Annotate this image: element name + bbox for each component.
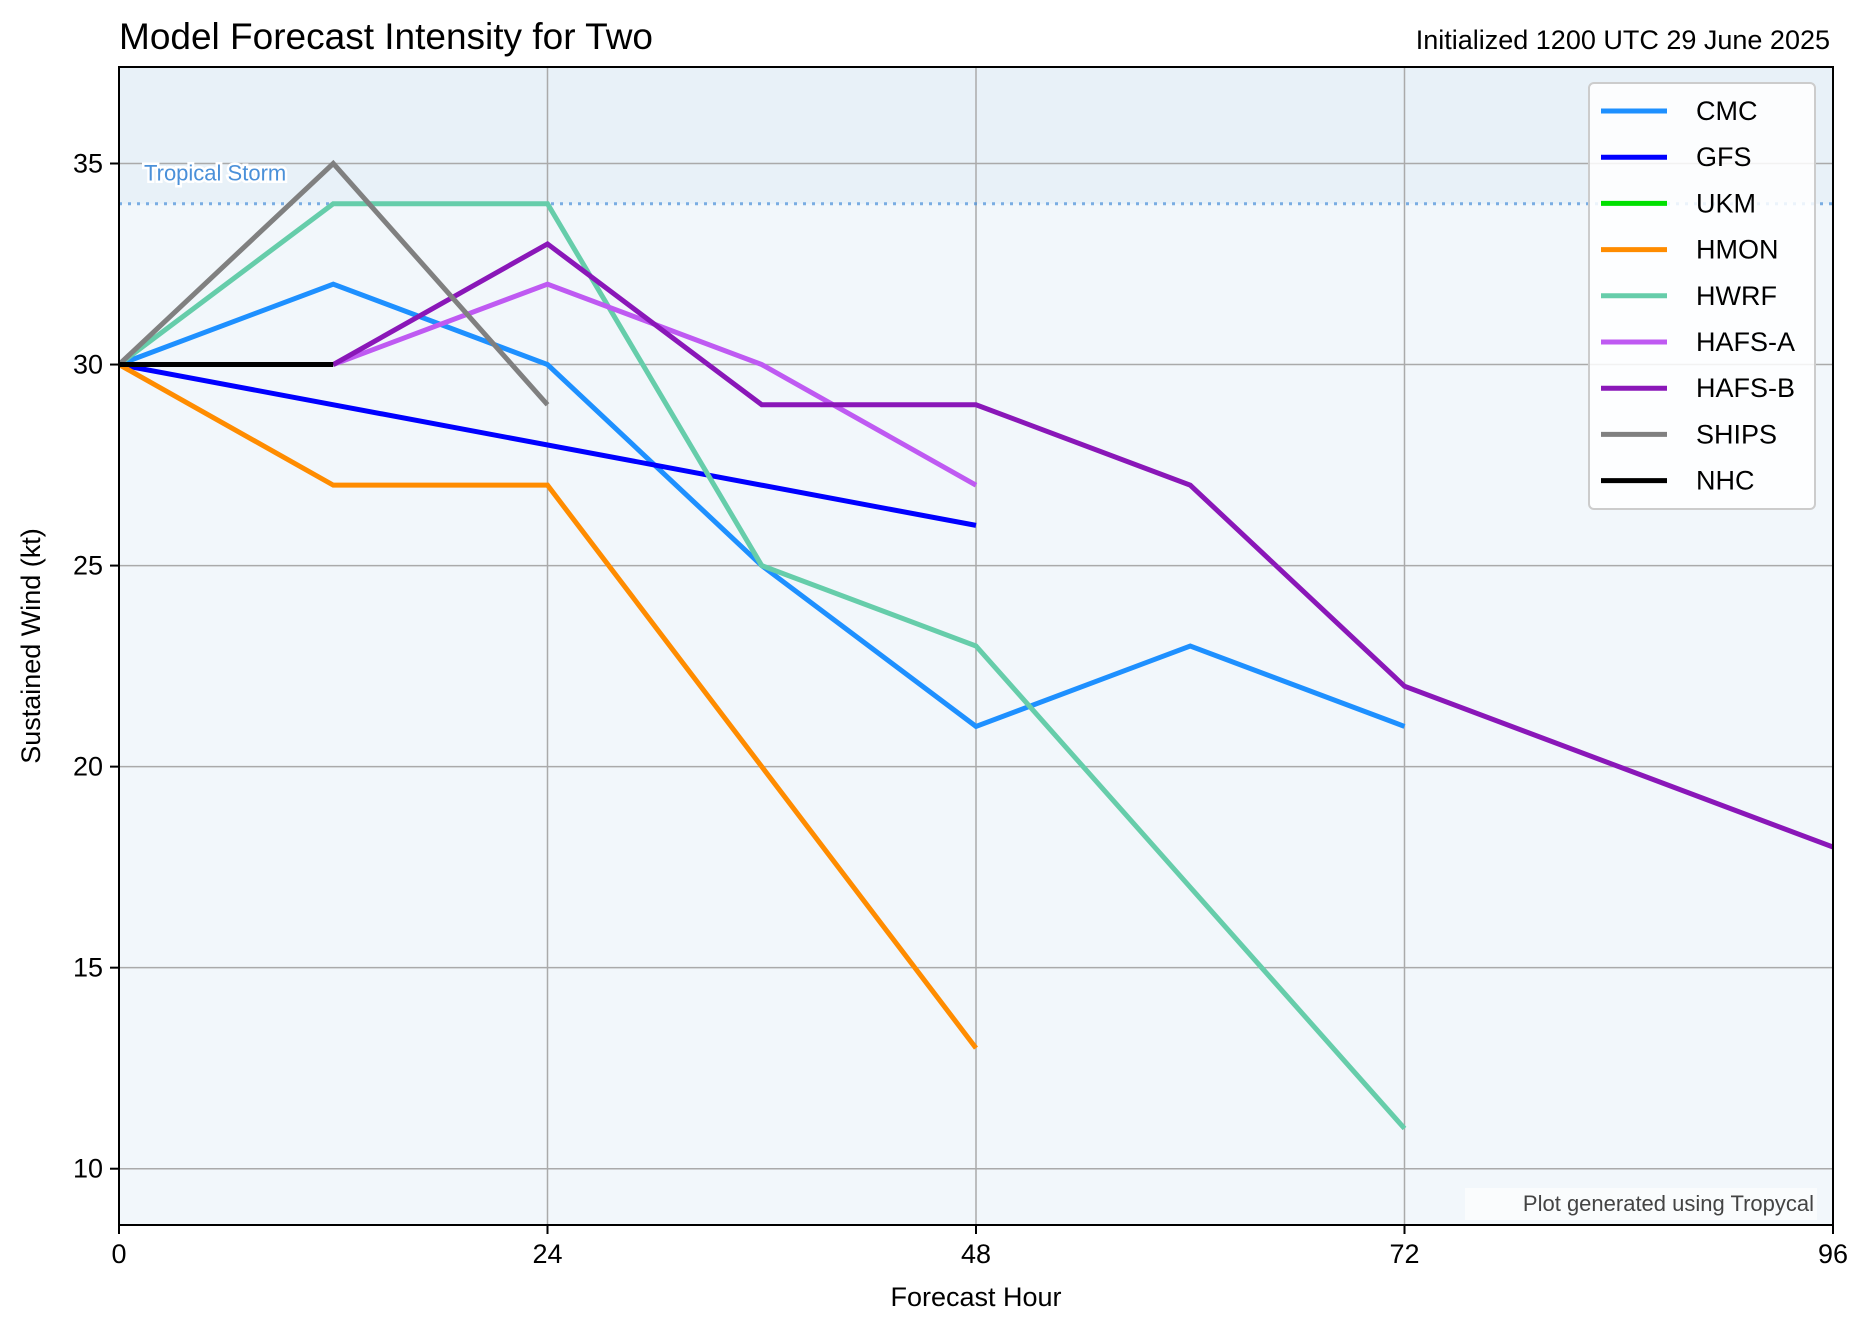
y-axis-label: Sustained Wind (kt) xyxy=(16,528,46,764)
legend-label-gfs: GFS xyxy=(1696,142,1752,172)
series-line-hafs-b xyxy=(332,240,1833,850)
y-axis-ticks: 10 15 20 25 30 35 xyxy=(73,149,119,1184)
series-lines xyxy=(119,159,1833,1131)
x-tick-label: 0 xyxy=(111,1239,126,1269)
y-tick-label: 25 xyxy=(73,551,103,581)
x-tick-label: 72 xyxy=(1389,1239,1419,1269)
x-tick-label: 96 xyxy=(1818,1239,1848,1269)
x-tick-label: 24 xyxy=(532,1239,562,1269)
legend-label-hafs-a: HAFS-A xyxy=(1696,327,1795,357)
y-tick-label: 30 xyxy=(73,350,103,380)
legend-label-cmc: CMC xyxy=(1696,96,1758,126)
attribution-text: Plot generated using Tropycal xyxy=(1523,1191,1814,1216)
legend-label-ships: SHIPS xyxy=(1696,419,1777,449)
chart-subtitle: Initialized 1200 UTC 29 June 2025 xyxy=(1416,25,1830,55)
series-line-ships xyxy=(119,159,550,407)
series-line-hwrf xyxy=(119,201,1407,1131)
x-axis-label: Forecast Hour xyxy=(890,1282,1061,1312)
attribution-box xyxy=(1465,1188,1817,1220)
legend: CMC GFS UKM HMON HWRF HAFS-A HAFS-B SHIPS NHC xyxy=(1588,82,1816,510)
y-tick-label: 10 xyxy=(73,1154,103,1184)
legend-label-hwrf: HWRF xyxy=(1696,281,1777,311)
legend-box xyxy=(1588,82,1816,510)
y-tick-label: 20 xyxy=(73,752,103,782)
series-line-hmon xyxy=(119,362,978,1050)
x-axis-ticks: 0 24 48 72 96 xyxy=(111,1225,1848,1269)
legend-label-hafs-b: HAFS-B xyxy=(1696,373,1795,403)
y-tick-label: 15 xyxy=(73,953,103,983)
x-tick-label: 48 xyxy=(961,1239,991,1269)
legend-label-hmon: HMON xyxy=(1696,235,1779,265)
series-line-gfs xyxy=(119,362,977,528)
tropical-storm-label: Tropical Storm xyxy=(144,161,286,186)
y-tick-label: 35 xyxy=(73,149,103,179)
legend-label-ukm: UKM xyxy=(1696,188,1756,218)
chart-title: Model Forecast Intensity for Two xyxy=(119,16,653,57)
legend-label-nhc: NHC xyxy=(1696,466,1755,496)
